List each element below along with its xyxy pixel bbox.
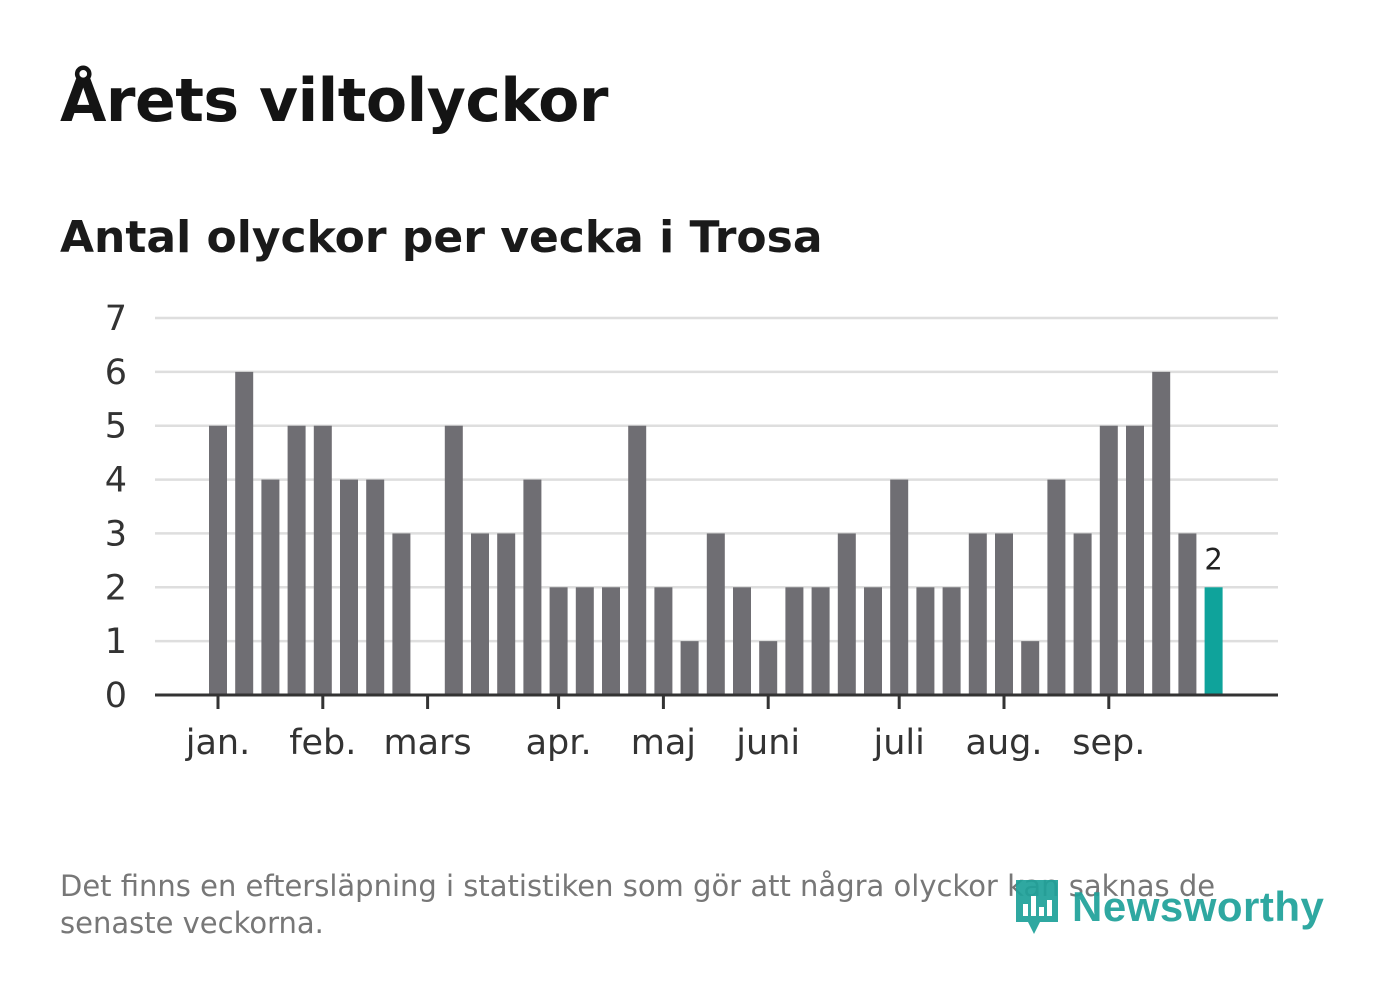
bar bbox=[549, 587, 568, 695]
newsworthy-logo-icon bbox=[1016, 880, 1058, 934]
bar bbox=[733, 587, 751, 695]
x-tick-label: apr. bbox=[526, 723, 592, 763]
x-axis-ticks: jan. feb. mars apr. maj juni juli aug. sep. bbox=[185, 695, 1145, 763]
y-tick-label: 0 bbox=[105, 676, 127, 716]
x-tick-label: aug. bbox=[966, 723, 1043, 763]
y-axis-ticks: 0 1 2 3 4 5 6 7 bbox=[105, 299, 127, 716]
bars bbox=[209, 371, 1223, 695]
chart-title: Årets viltolyckor bbox=[60, 66, 609, 136]
bar bbox=[968, 533, 987, 695]
bar-highlight bbox=[1204, 587, 1223, 695]
bar bbox=[340, 479, 358, 695]
bar bbox=[628, 425, 647, 695]
bar bbox=[1099, 425, 1118, 695]
y-tick-label: 4 bbox=[105, 461, 127, 501]
bar bbox=[523, 479, 542, 695]
bar bbox=[235, 371, 254, 695]
bar-value-label: 2 bbox=[1204, 542, 1222, 576]
bar bbox=[759, 641, 778, 695]
bar bbox=[497, 533, 516, 695]
bar bbox=[890, 479, 909, 695]
y-tick-label: 3 bbox=[105, 514, 127, 554]
bar bbox=[1021, 641, 1040, 695]
bar bbox=[209, 425, 227, 695]
x-tick-label: juli bbox=[873, 723, 925, 763]
bar bbox=[313, 425, 332, 695]
bar bbox=[995, 533, 1013, 695]
bar-chart: 0 1 2 3 4 5 6 7 jan. feb. mars apr. maj juni juli aug.… bbox=[105, 299, 1278, 763]
bar bbox=[287, 425, 306, 695]
x-tick-label: sep. bbox=[1072, 723, 1145, 763]
x-tick-label: feb. bbox=[289, 723, 356, 763]
bar bbox=[392, 533, 411, 695]
x-tick-label: jan. bbox=[185, 723, 250, 763]
bar bbox=[366, 479, 385, 695]
data-labels: 2 bbox=[1204, 542, 1222, 576]
bar bbox=[837, 533, 856, 695]
newsworthy-logo: Newsworthy bbox=[1012, 874, 1324, 940]
x-tick-label: maj bbox=[631, 723, 696, 763]
bar bbox=[1047, 479, 1066, 695]
y-tick-label: 5 bbox=[105, 407, 127, 447]
brand-name: Newsworthy bbox=[1072, 883, 1325, 930]
bar bbox=[602, 587, 620, 695]
bar bbox=[1126, 425, 1144, 695]
bar bbox=[680, 641, 699, 695]
y-tick-label: 7 bbox=[105, 299, 127, 339]
bar bbox=[785, 587, 804, 695]
bar bbox=[471, 533, 489, 695]
bar bbox=[1178, 533, 1197, 695]
bar bbox=[864, 587, 882, 695]
bar bbox=[1152, 371, 1171, 695]
bar bbox=[942, 587, 961, 695]
y-tick-label: 1 bbox=[105, 622, 127, 662]
bar bbox=[444, 425, 463, 695]
x-tick-label: mars bbox=[384, 723, 472, 763]
x-tick-label: juni bbox=[735, 723, 800, 763]
y-tick-label: 6 bbox=[105, 353, 127, 393]
bar bbox=[261, 479, 280, 695]
bar bbox=[706, 533, 725, 695]
y-tick-label: 2 bbox=[105, 568, 127, 608]
bar bbox=[1073, 533, 1092, 695]
bar bbox=[916, 587, 935, 695]
bar bbox=[575, 587, 594, 695]
bar bbox=[654, 587, 673, 695]
bar bbox=[811, 587, 830, 695]
chart-subtitle: Antal olyckor per vecka i Trosa bbox=[60, 212, 823, 263]
